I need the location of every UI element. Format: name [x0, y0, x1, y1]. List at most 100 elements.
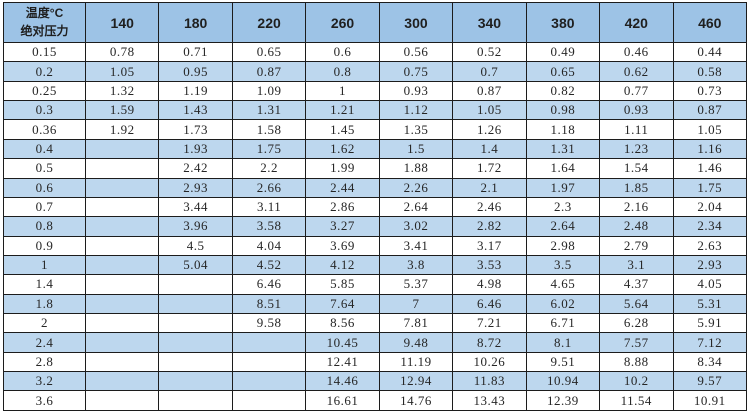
value-cell: 2.93 — [158, 177, 233, 198]
value-cell: 7.81 — [378, 313, 454, 334]
value-cell — [84, 196, 160, 218]
temperature-header-cell: 220 — [231, 2, 307, 43]
pressure-row-header-cell: 1.8 — [3, 293, 86, 315]
value-cell: 8.34 — [672, 351, 747, 373]
value-cell: 0.77 — [599, 80, 674, 102]
value-cell: 11.83 — [452, 371, 527, 392]
value-cell: 1.16 — [672, 138, 747, 160]
value-cell: 5.37 — [378, 274, 454, 295]
value-cell: 1.64 — [525, 158, 601, 179]
value-cell: 0.65 — [525, 61, 601, 82]
value-cell — [158, 293, 233, 315]
value-cell: 1.43 — [158, 100, 233, 121]
pressure-row-header-cell: 0.9 — [3, 235, 86, 256]
value-cell: 1.35 — [378, 119, 454, 140]
corner-header-cell: 温度°C 绝对压力 — [3, 2, 86, 43]
value-cell: 8.1 — [525, 332, 601, 353]
value-cell: 3.96 — [158, 216, 233, 237]
value-cell: 5.85 — [305, 274, 380, 295]
pressure-row-header-cell: 3.2 — [3, 371, 86, 392]
value-cell: 0.49 — [525, 41, 601, 63]
value-cell: 2.04 — [672, 196, 747, 218]
value-cell — [231, 390, 307, 411]
table-row: 0.2 1.05 0.95 0.87 0.8 0.75 0.7 0.65 0.62 0.58 — [3, 61, 747, 82]
temperature-header-cell: 260 — [305, 2, 380, 43]
pressure-row-header-cell: 0.6 — [3, 177, 86, 198]
value-cell: 1.18 — [525, 119, 601, 140]
value-cell: 7 — [378, 293, 454, 315]
value-cell: 1.11 — [599, 119, 674, 140]
value-cell — [158, 390, 233, 411]
value-cell: 2.48 — [599, 216, 674, 237]
value-cell: 12.41 — [305, 351, 380, 373]
value-cell: 8.88 — [599, 351, 674, 373]
value-cell — [84, 254, 160, 276]
value-cell: 1.23 — [599, 138, 674, 160]
pressure-row-header-cell: 0.4 — [3, 138, 86, 160]
value-cell: 2.44 — [305, 177, 380, 198]
value-cell: 16.61 — [305, 390, 380, 411]
table-row: 1.4 6.46 5.85 5.37 4.98 4.65 4.37 4.05 — [3, 274, 747, 295]
value-cell — [84, 177, 160, 198]
value-cell: 11.19 — [378, 351, 454, 373]
table-body: 0.15 0.78 0.71 0.65 0.6 0.56 0.52 0.49 0.46 0.44 0… — [3, 41, 747, 411]
value-cell: 4.52 — [231, 254, 307, 276]
value-cell: 2.93 — [672, 254, 747, 276]
value-cell: 4.65 — [525, 274, 601, 295]
value-cell: 2.82 — [452, 216, 527, 237]
table-row: 1 5.04 4.52 4.12 3.8 3.53 3.5 3.1 2.93 — [3, 254, 747, 276]
value-cell — [84, 158, 160, 179]
table-row: 0.6 2.93 2.66 2.44 2.26 2.1 1.97 1.85 1.75 — [3, 177, 747, 198]
value-cell: 1.72 — [452, 158, 527, 179]
value-cell: 2.66 — [231, 177, 307, 198]
value-cell: 1.05 — [672, 119, 747, 140]
value-cell: 2.64 — [525, 216, 601, 237]
value-cell — [84, 235, 160, 256]
pressure-row-header-cell: 2.8 — [3, 351, 86, 373]
pressure-row-header-cell: 0.15 — [3, 41, 86, 63]
value-cell: 1.09 — [231, 80, 307, 102]
value-cell: 3.8 — [378, 254, 454, 276]
value-cell: 1.5 — [378, 138, 454, 160]
value-cell: 2.79 — [599, 235, 674, 256]
value-cell: 5.91 — [672, 313, 747, 334]
table-row: 2.4 10.45 9.48 8.72 8.1 7.57 7.12 — [3, 332, 747, 353]
value-cell — [84, 216, 160, 237]
value-cell: 2.64 — [378, 196, 454, 218]
value-cell: 5.04 — [158, 254, 233, 276]
value-cell: 3.58 — [231, 216, 307, 237]
value-cell: 4.98 — [452, 274, 527, 295]
table-row: 2.8 12.41 11.19 10.26 9.51 8.88 8.34 — [3, 351, 747, 373]
value-cell: 1.26 — [452, 119, 527, 140]
value-cell: 0.75 — [378, 61, 454, 82]
value-cell: 1.88 — [378, 158, 454, 179]
value-cell: 2.34 — [672, 216, 747, 237]
value-cell: 0.44 — [672, 41, 747, 63]
value-cell: 12.39 — [525, 390, 601, 411]
value-cell: 1.05 — [452, 100, 527, 121]
value-cell — [84, 332, 160, 353]
value-cell: 4.37 — [599, 274, 674, 295]
value-cell: 10.26 — [452, 351, 527, 373]
value-cell: 3.1 — [599, 254, 674, 276]
value-cell: 1.31 — [525, 138, 601, 160]
value-cell: 0.65 — [231, 41, 307, 63]
table-row: 3.2 14.46 12.94 11.83 10.94 10.2 9.57 — [3, 371, 747, 392]
value-cell: 4.04 — [231, 235, 307, 256]
value-cell: 10.45 — [305, 332, 380, 353]
header-row: 温度°C 绝对压力 140 180 220 260 300 340 380 420 460 — [3, 2, 747, 43]
value-cell: 1.97 — [525, 177, 601, 198]
table-row: 0.36 1.92 1.73 1.58 1.45 1.35 1.26 1.18 1.11 1.05 — [3, 119, 747, 140]
value-cell: 6.02 — [525, 293, 601, 315]
value-cell: 1.19 — [158, 80, 233, 102]
value-cell: 3.02 — [378, 216, 454, 237]
value-cell: 2.46 — [452, 196, 527, 218]
table-row: 3.6 16.61 14.76 13.43 12.39 11.54 10.91 — [3, 390, 747, 411]
value-cell: 2.98 — [525, 235, 601, 256]
value-cell: 1.31 — [231, 100, 307, 121]
pressure-row-header-cell: 3.6 — [3, 390, 86, 411]
value-cell: 1.92 — [84, 119, 160, 140]
value-cell: 3.11 — [231, 196, 307, 218]
value-cell: 1.99 — [305, 158, 380, 179]
